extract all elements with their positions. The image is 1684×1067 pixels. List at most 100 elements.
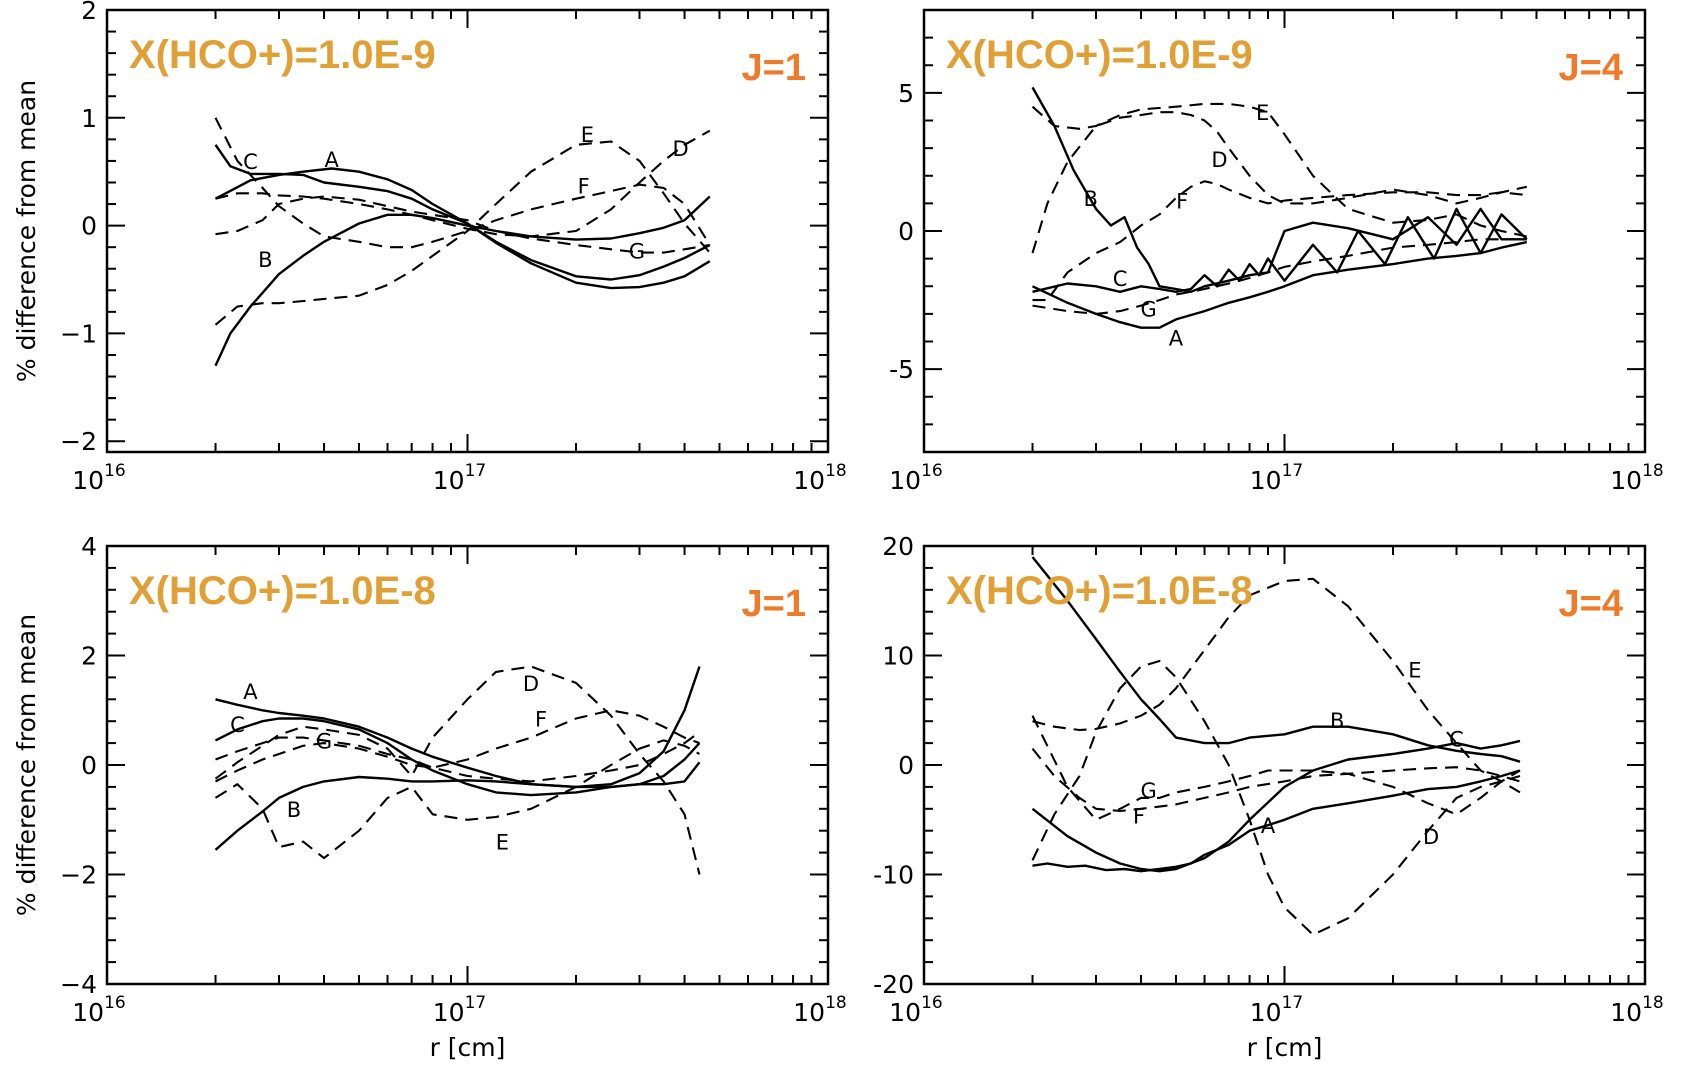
x-axis-title: r [cm] — [1247, 1033, 1323, 1062]
curve-label-c: C — [230, 713, 245, 737]
panel-j-label: J=4 — [1559, 47, 1623, 89]
x-tick-label: 1018 — [1610, 993, 1663, 1027]
panel-title: X(HCO+)=1.0E-9 — [129, 33, 436, 77]
y-tick-label: 1 — [81, 104, 97, 133]
series-line-c — [214, 717, 701, 797]
x-tick-base: 10 — [793, 998, 825, 1027]
curve-label-a: A — [324, 148, 339, 172]
curve-label-d: D — [1423, 825, 1439, 849]
curve-label-a: A — [1169, 326, 1184, 350]
series-line-g — [215, 195, 710, 254]
x-tick-base: 10 — [1610, 466, 1642, 495]
series-line-b — [214, 195, 711, 367]
series-line-d — [1031, 111, 1528, 254]
x-tick-exponent: 18 — [1642, 461, 1664, 481]
curve-label-e: E — [1256, 101, 1269, 125]
panel-title: X(HCO+)=1.0E-8 — [946, 569, 1253, 613]
series-line-c — [1031, 739, 1521, 873]
x-tick-label: 1018 — [793, 461, 846, 495]
series-line-a — [214, 167, 711, 290]
x-tick-base: 10 — [1250, 466, 1282, 495]
y-tick-label: -5 — [889, 355, 914, 384]
series-line-e — [1031, 102, 1528, 238]
x-tick-exponent: 16 — [104, 993, 126, 1013]
x-tick-label: 1016 — [72, 993, 125, 1027]
series-line-e — [1031, 659, 1521, 936]
x-tick-base: 10 — [72, 466, 104, 495]
x-tick-label: 1016 — [889, 993, 942, 1027]
y-tick-label: 2 — [81, 0, 97, 25]
x-tick-exponent: 17 — [465, 993, 487, 1013]
series-line-f — [215, 709, 700, 783]
series-line-a — [215, 666, 701, 789]
y-tick-label: 0 — [81, 751, 97, 780]
curve-label-c: C — [1449, 728, 1464, 752]
x-tick-exponent: 17 — [465, 461, 487, 481]
series-line-f — [1032, 180, 1527, 302]
x-tick-base: 10 — [793, 466, 825, 495]
curve-label-d: D — [523, 672, 539, 696]
series-line-g — [1032, 238, 1527, 315]
curve-label-d: D — [672, 137, 688, 161]
curve-label-e: E — [1408, 659, 1421, 683]
panel-j-label: J=1 — [742, 47, 806, 89]
series-line-c — [1032, 207, 1528, 293]
y-tick-label: −4 — [60, 970, 97, 999]
series-line-g — [1031, 747, 1521, 813]
curve-label-f: F — [1133, 804, 1145, 828]
x-tick-base: 10 — [889, 998, 921, 1027]
panel-j-label: J=1 — [742, 583, 806, 625]
y-tick-label: 4 — [81, 532, 97, 561]
series-line-c — [214, 144, 711, 281]
curve-label-a: A — [243, 680, 258, 704]
y-axis-title: % difference from mean — [12, 80, 41, 382]
x-tick-exponent: 18 — [1642, 993, 1664, 1013]
series-line-d — [214, 665, 701, 875]
panel-title: X(HCO+)=1.0E-8 — [129, 569, 436, 613]
curve-label-g: G — [1141, 297, 1157, 321]
y-tick-label: −1 — [60, 319, 97, 348]
y-tick-label: 2 — [81, 642, 97, 671]
curve-label-g: G — [316, 729, 332, 753]
y-tick-label: −2 — [60, 861, 97, 890]
curve-label-e: E — [496, 831, 509, 855]
curve-label-b: B — [1330, 709, 1344, 733]
x-tick-base: 10 — [1610, 998, 1642, 1027]
curve-label-g: G — [1141, 779, 1157, 803]
series-line-f — [214, 117, 711, 249]
series-line-e — [214, 140, 711, 326]
y-tick-label: 0 — [898, 217, 914, 246]
x-tick-exponent: 18 — [825, 461, 847, 481]
series-line-e — [214, 739, 701, 860]
curve-label-c: C — [243, 150, 258, 174]
x-tick-exponent: 17 — [1282, 461, 1304, 481]
y-tick-label: 20 — [882, 532, 914, 561]
x-tick-base: 10 — [433, 998, 465, 1027]
x-tick-label: 1017 — [1250, 993, 1303, 1027]
series-line-f — [1032, 577, 1521, 794]
x-tick-label: 1017 — [433, 993, 486, 1027]
series-line-d — [215, 129, 711, 238]
y-tick-label: 10 — [882, 642, 914, 671]
x-axis-title: r [cm] — [430, 1033, 506, 1062]
panel-j-label: J=4 — [1559, 583, 1623, 625]
curve-label-f: F — [578, 175, 590, 199]
curve-label-d: D — [1211, 148, 1227, 172]
x-tick-base: 10 — [889, 466, 921, 495]
series-group — [1031, 86, 1528, 329]
curve-label-b: B — [287, 798, 301, 822]
series-group — [214, 665, 701, 875]
y-tick-label: −2 — [60, 427, 97, 456]
series-line-b — [1031, 86, 1527, 293]
x-tick-base: 10 — [1250, 998, 1282, 1027]
curve-label-f: F — [1176, 190, 1188, 214]
x-tick-label: 1016 — [72, 461, 125, 495]
series-line-d — [1031, 715, 1521, 821]
x-tick-label: 1017 — [1250, 461, 1303, 495]
series-line-g — [215, 731, 701, 783]
y-tick-label: 0 — [81, 212, 97, 241]
series-group — [214, 117, 711, 367]
